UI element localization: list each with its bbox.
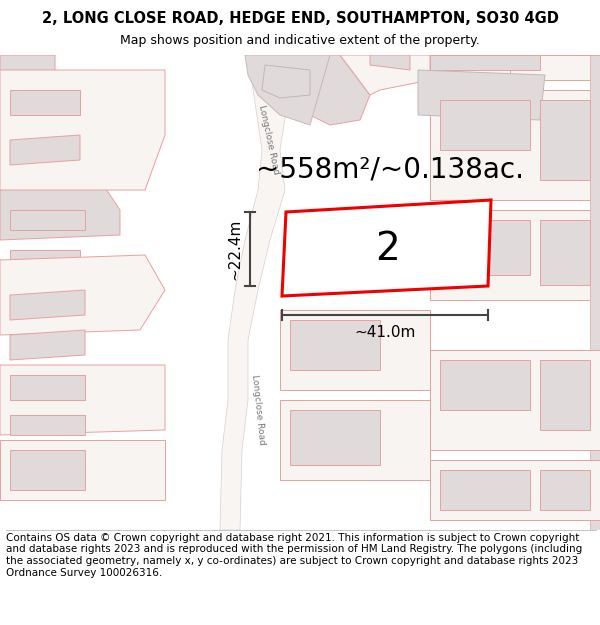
Polygon shape (0, 70, 165, 190)
Polygon shape (590, 55, 600, 530)
Polygon shape (540, 100, 590, 180)
Polygon shape (0, 440, 165, 500)
Polygon shape (10, 415, 85, 435)
Polygon shape (10, 135, 80, 165)
Polygon shape (430, 55, 540, 70)
Polygon shape (430, 460, 600, 520)
Text: 2, LONG CLOSE ROAD, HEDGE END, SOUTHAMPTON, SO30 4GD: 2, LONG CLOSE ROAD, HEDGE END, SOUTHAMPT… (41, 11, 559, 26)
Polygon shape (0, 180, 120, 240)
Polygon shape (296, 55, 370, 125)
Polygon shape (540, 220, 590, 285)
Polygon shape (282, 200, 491, 296)
Text: Longclose Road: Longclose Road (257, 104, 281, 176)
Text: ~41.0m: ~41.0m (355, 325, 416, 340)
Text: Longclose Road: Longclose Road (250, 374, 266, 446)
Polygon shape (440, 220, 530, 275)
Polygon shape (0, 55, 55, 80)
Text: ~558m²/~0.138ac.: ~558m²/~0.138ac. (256, 156, 524, 184)
Polygon shape (280, 310, 430, 390)
Polygon shape (10, 290, 85, 320)
Polygon shape (0, 255, 165, 335)
Polygon shape (10, 250, 80, 270)
Polygon shape (10, 90, 80, 115)
Polygon shape (430, 55, 510, 80)
Polygon shape (0, 100, 55, 155)
Polygon shape (430, 210, 600, 300)
Polygon shape (10, 450, 85, 490)
Polygon shape (510, 55, 600, 80)
Text: ~22.4m: ~22.4m (227, 218, 242, 280)
Polygon shape (245, 55, 330, 125)
Polygon shape (262, 65, 310, 98)
Polygon shape (430, 90, 600, 200)
Polygon shape (10, 210, 85, 230)
Polygon shape (430, 350, 600, 450)
Polygon shape (440, 100, 530, 150)
Polygon shape (280, 400, 430, 480)
Polygon shape (0, 365, 165, 435)
Polygon shape (540, 360, 590, 430)
Polygon shape (10, 330, 85, 360)
Polygon shape (540, 470, 590, 510)
Polygon shape (440, 360, 530, 410)
Text: 2: 2 (374, 230, 400, 268)
Polygon shape (290, 320, 380, 370)
Polygon shape (340, 55, 430, 95)
Text: Map shows position and indicative extent of the property.: Map shows position and indicative extent… (120, 34, 480, 47)
Polygon shape (370, 55, 410, 70)
Text: Contains OS data © Crown copyright and database right 2021. This information is : Contains OS data © Crown copyright and d… (6, 533, 582, 578)
Polygon shape (290, 410, 380, 465)
Polygon shape (440, 470, 530, 510)
Polygon shape (10, 375, 85, 400)
Polygon shape (220, 55, 295, 530)
Polygon shape (418, 70, 545, 120)
